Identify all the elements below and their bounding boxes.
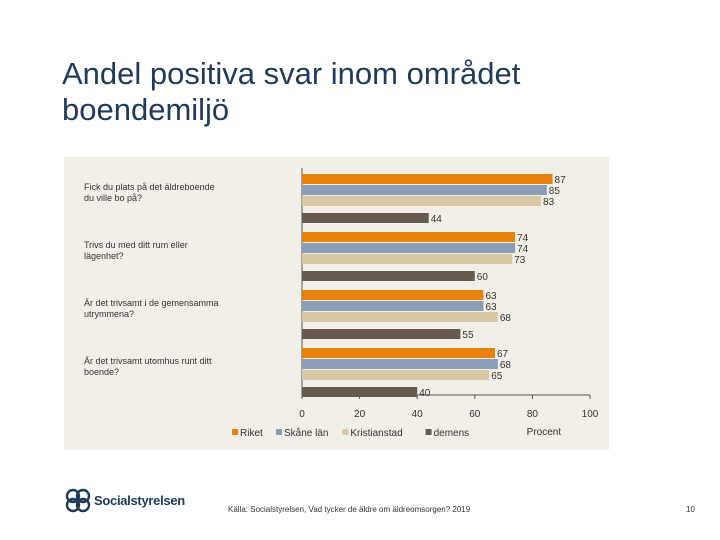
bar-value-label: 83 (543, 197, 555, 208)
bar (302, 254, 513, 264)
category-label: Fick du plats på det äldreboende (84, 182, 215, 192)
bar-value-label: 63 (485, 291, 497, 302)
logo: Socialstyrelsen (64, 487, 185, 513)
bar (302, 387, 418, 397)
bar (302, 271, 475, 281)
bar (302, 348, 495, 358)
legend-swatch (425, 429, 432, 435)
bar (302, 329, 461, 339)
logo-text: Socialstyrelsen (94, 492, 185, 508)
bar-value-label: 87 (555, 175, 567, 186)
bar-value-label: 73 (514, 255, 526, 266)
legend-label: Skåne län (284, 427, 328, 439)
x-tick-label: 40 (412, 409, 424, 420)
legend-swatch (276, 429, 282, 435)
category-label: Är det trivsamt i de gemensamma (84, 298, 219, 308)
bar (302, 232, 516, 242)
category-label: Är det trivsamt utomhus runt ditt (84, 356, 212, 366)
bar (302, 312, 498, 322)
bar-value-label: 65 (491, 371, 503, 382)
bar-value-label: 68 (500, 313, 512, 324)
x-tick-label: 60 (469, 409, 481, 420)
bar-value-label: 68 (500, 360, 512, 371)
bar-value-label: 74 (517, 244, 529, 255)
bar-value-label: 67 (497, 349, 509, 360)
bar (302, 290, 484, 300)
category-label: boende? (84, 367, 119, 377)
bar (302, 213, 429, 223)
category-label: lägenhet? (84, 251, 124, 261)
chart-panel: 0 20 40 60 80 100 Procent 87 85 83 44 Fick du plats… (64, 157, 609, 450)
x-tick-label: 100 (582, 409, 599, 420)
legend-label: demens (434, 428, 470, 439)
bar-value-label: 40 (419, 388, 431, 399)
bar-value-label: 55 (462, 330, 474, 341)
bar (302, 185, 547, 195)
bar (302, 243, 516, 253)
page-number: 10 (686, 505, 695, 514)
bar-value-label: 44 (431, 214, 443, 225)
category-label: Trivs du med ditt rum eller (84, 240, 188, 250)
legend-label: Riket (240, 428, 263, 439)
legend-swatch (232, 429, 238, 435)
legend-swatch (342, 429, 349, 435)
bar-value-label: 74 (517, 233, 529, 244)
bar-value-label: 85 (549, 186, 561, 197)
bar (302, 370, 490, 380)
x-tick-label: 20 (354, 409, 366, 420)
x-tick-label: 0 (299, 409, 305, 420)
bar-value-label: 60 (477, 272, 489, 283)
x-tick-label: 80 (527, 409, 539, 420)
bar (302, 196, 542, 206)
bar (302, 174, 553, 184)
source-note: Källa: Socialstyrelsen, Vad tycker de äl… (228, 505, 471, 514)
x-axis-title: Procent (527, 427, 562, 438)
bar-value-label: 63 (485, 302, 497, 313)
bar (302, 359, 498, 369)
legend-label: Kristianstad (350, 428, 402, 439)
page-title: Andel positiva svar inom området boendem… (62, 56, 521, 127)
socialstyrelsen-logo-icon (65, 488, 91, 513)
category-label: du ville bo på? (84, 193, 142, 203)
bar (302, 301, 484, 311)
category-label: utrymmena? (84, 309, 134, 319)
